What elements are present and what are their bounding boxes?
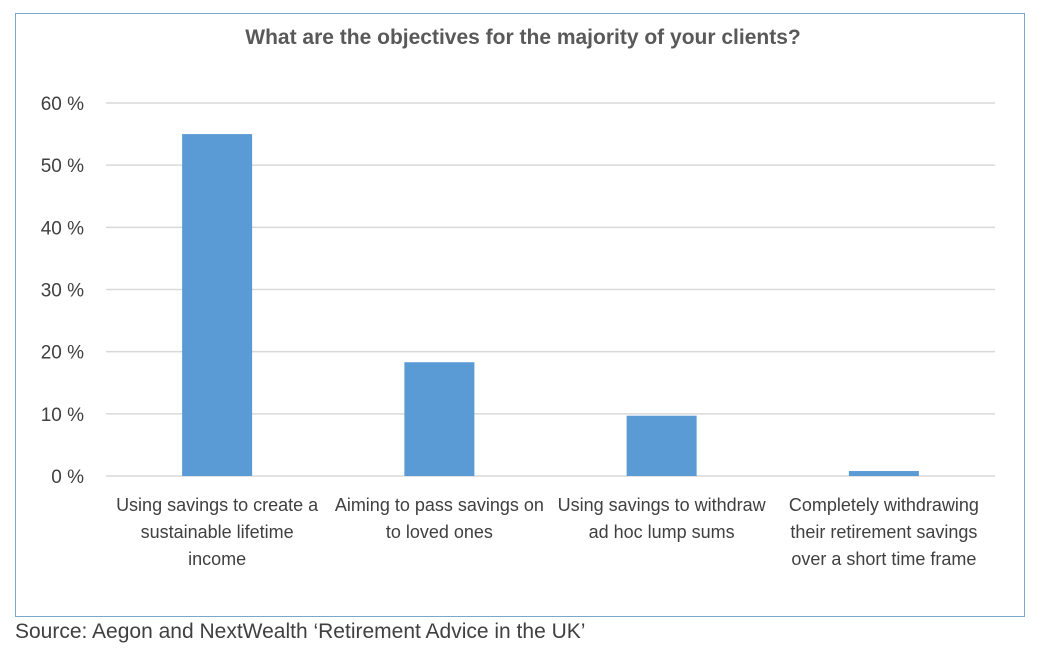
bar [182, 134, 253, 477]
x-tick-label: Using savings to withdraw ad hoc lump su… [557, 495, 766, 542]
y-tick-label: 0 % [51, 467, 84, 488]
x-tick-label: Using savings to create a sustainable li… [116, 495, 319, 569]
bar [404, 362, 475, 476]
y-tick-label: 50 % [41, 156, 84, 177]
y-tick-label: 20 % [41, 343, 84, 364]
chart-title: What are the objectives for the majority… [245, 26, 801, 49]
y-tick-label: 60 % [41, 94, 84, 115]
x-tick-label: Aiming to pass savings on to loved ones [334, 495, 544, 542]
source-note: Source: Aegon and NextWealth ‘Retirement… [15, 620, 586, 643]
bar [626, 415, 697, 476]
x-tick-label: Completely withdrawing their retirement … [788, 495, 979, 569]
y-tick-label: 10 % [41, 405, 84, 426]
y-tick-label: 30 % [41, 281, 84, 302]
bar [848, 471, 919, 476]
y-tick-label: 40 % [41, 218, 84, 239]
